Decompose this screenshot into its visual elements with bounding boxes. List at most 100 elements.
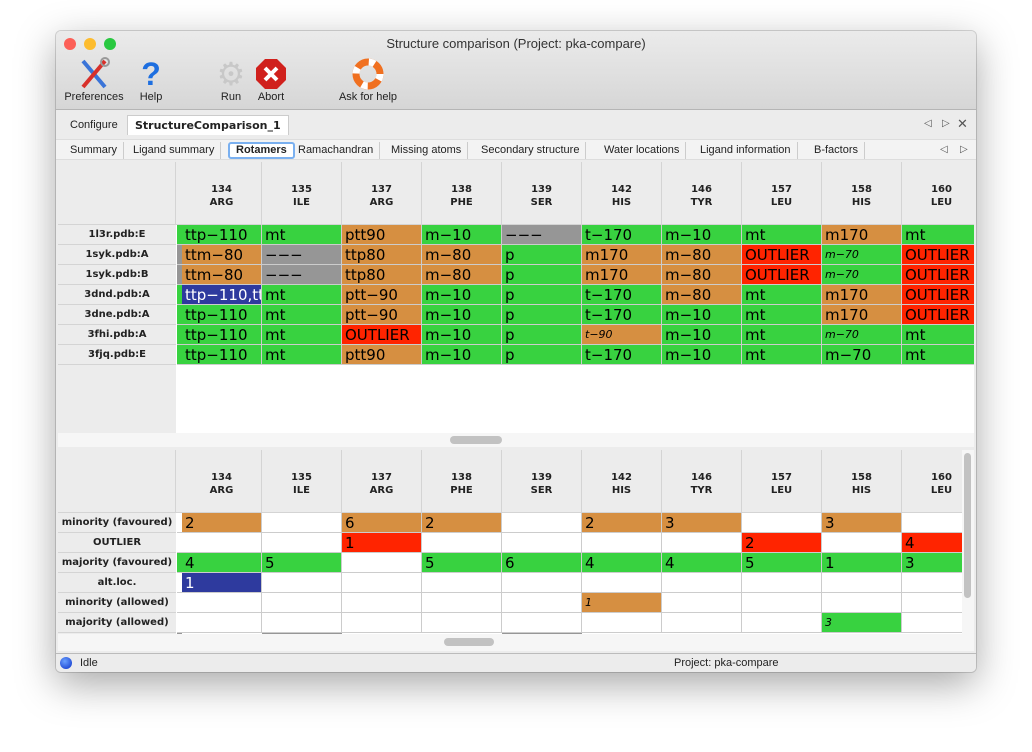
- table-cell[interactable]: [582, 613, 662, 633]
- table-cell[interactable]: m−80: [422, 265, 502, 285]
- column-header[interactable]: 135 ILE: [262, 162, 342, 225]
- table-cell[interactable]: [262, 513, 342, 533]
- row-header[interactable]: 3fjq.pdb:E: [58, 345, 176, 365]
- table-cell[interactable]: mt: [262, 345, 342, 365]
- row-header[interactable]: minority (allowed): [58, 593, 176, 613]
- table-cell[interactable]: p: [502, 345, 582, 365]
- minimize-window-button[interactable]: [84, 38, 96, 50]
- tab-structurecomparison[interactable]: StructureComparison_1: [127, 115, 289, 135]
- table-cell[interactable]: m−10: [662, 225, 742, 245]
- table-cell[interactable]: t−170: [582, 305, 662, 325]
- table-cell[interactable]: m−10: [422, 285, 502, 305]
- row-header[interactable]: 1l3r.pdb:E: [58, 225, 176, 245]
- table-cell[interactable]: ttp−110,ttt: [182, 285, 262, 305]
- table-cell[interactable]: OUTLIER: [742, 245, 822, 265]
- table-cell[interactable]: m−80: [662, 285, 742, 305]
- zoom-window-button[interactable]: [104, 38, 116, 50]
- table-cell[interactable]: t−90: [582, 325, 662, 345]
- table-cell[interactable]: p: [502, 265, 582, 285]
- ask-for-help-button[interactable]: Ask for help: [332, 57, 404, 103]
- table-cell[interactable]: 2: [742, 533, 822, 553]
- table-cell[interactable]: ttm−80: [182, 265, 262, 285]
- table-cell[interactable]: [742, 513, 822, 533]
- subtab-missing-atoms[interactable]: Missing atoms: [385, 142, 469, 159]
- table-cell[interactable]: [822, 573, 902, 593]
- column-header[interactable]: 157 LEU: [742, 162, 822, 225]
- table-cell[interactable]: 3: [822, 513, 902, 533]
- table-cell[interactable]: [742, 613, 822, 633]
- table-cell[interactable]: [262, 533, 342, 553]
- table-cell[interactable]: 2: [182, 513, 262, 533]
- preferences-button[interactable]: Preferences: [62, 57, 126, 103]
- column-header[interactable]: 135 ILE: [262, 450, 342, 513]
- table-cell[interactable]: m170: [822, 305, 902, 325]
- table-cell[interactable]: [662, 533, 742, 553]
- row-header[interactable]: 3fhi.pdb:A: [58, 325, 176, 345]
- table-cell[interactable]: [342, 553, 422, 573]
- table-cell[interactable]: t−170: [582, 345, 662, 365]
- table-cell[interactable]: 4: [582, 553, 662, 573]
- subtab-summary[interactable]: Summary: [64, 142, 125, 159]
- table-cell[interactable]: m−10: [422, 325, 502, 345]
- table-cell[interactable]: [902, 613, 962, 633]
- table-cell[interactable]: m−70: [822, 325, 902, 345]
- row-header[interactable]: 1syk.pdb:B: [58, 265, 176, 285]
- subtab-ligand-summary[interactable]: Ligand summary: [127, 142, 222, 159]
- column-header[interactable]: 157 LEU: [742, 450, 822, 513]
- column-header[interactable]: 138 PHE: [422, 450, 502, 513]
- table-cell[interactable]: mt: [262, 305, 342, 325]
- help-button[interactable]: ? Help: [134, 56, 168, 104]
- abort-button[interactable]: Abort: [252, 57, 290, 103]
- table-cell[interactable]: p: [502, 305, 582, 325]
- table-cell[interactable]: 3: [662, 513, 742, 533]
- table-cell[interactable]: [502, 613, 582, 633]
- column-header[interactable]: 137 ARG: [342, 162, 422, 225]
- bottom-vertical-scrollbar[interactable]: [962, 450, 974, 634]
- bottom-horizontal-scrollbar[interactable]: [58, 634, 974, 651]
- row-header[interactable]: 3dne.pdb:A: [58, 305, 176, 325]
- table-cell[interactable]: [662, 613, 742, 633]
- table-cell[interactable]: OUTLIER: [902, 285, 974, 305]
- table-cell[interactable]: t−170: [582, 225, 662, 245]
- column-header[interactable]: 146 TYR: [662, 450, 742, 513]
- column-header[interactable]: 142 HIS: [582, 162, 662, 225]
- table-cell[interactable]: m−80: [662, 265, 742, 285]
- table-cell[interactable]: [422, 593, 502, 613]
- table-cell[interactable]: 3: [902, 553, 962, 573]
- table-cell[interactable]: mt: [742, 305, 822, 325]
- table-cell[interactable]: OUTLIER: [902, 305, 974, 325]
- table-cell[interactable]: ttp−110: [182, 345, 262, 365]
- run-button[interactable]: ⚙ Run: [214, 56, 248, 103]
- table-cell[interactable]: 1: [182, 573, 262, 593]
- table-cell[interactable]: ttp−110: [182, 325, 262, 345]
- table-cell[interactable]: mt: [902, 325, 974, 345]
- close-window-button[interactable]: [64, 38, 76, 50]
- table-cell[interactable]: 5: [742, 553, 822, 573]
- tab-configure[interactable]: Configure: [70, 119, 118, 131]
- table-cell[interactable]: ttp−110: [182, 225, 262, 245]
- table-cell[interactable]: m170: [822, 285, 902, 305]
- table-cell[interactable]: 2: [422, 513, 502, 533]
- table-cell[interactable]: [902, 513, 962, 533]
- column-header[interactable]: 160 LEU: [902, 450, 962, 513]
- column-header[interactable]: 139 SER: [502, 450, 582, 513]
- table-cell[interactable]: 1: [582, 593, 662, 613]
- table-cell[interactable]: 6: [342, 513, 422, 533]
- column-header[interactable]: 137 ARG: [342, 450, 422, 513]
- scrollbar-thumb[interactable]: [450, 436, 502, 444]
- table-cell[interactable]: mt: [262, 285, 342, 305]
- table-cell[interactable]: 1: [342, 533, 422, 553]
- table-cell[interactable]: m−10: [422, 345, 502, 365]
- table-cell[interactable]: mt: [742, 285, 822, 305]
- table-cell[interactable]: [502, 573, 582, 593]
- subtab-water-locations[interactable]: Water locations: [598, 142, 687, 159]
- subtab-ligand-information[interactable]: Ligand information: [694, 142, 798, 159]
- table-cell[interactable]: [902, 573, 962, 593]
- table-cell[interactable]: 4: [662, 553, 742, 573]
- table-cell[interactable]: 2: [582, 513, 662, 533]
- table-cell[interactable]: t−170: [582, 285, 662, 305]
- table-cell[interactable]: ttm−80: [182, 245, 262, 265]
- row-header[interactable]: majority (allowed): [58, 613, 176, 633]
- table-cell[interactable]: −−−: [262, 265, 342, 285]
- row-header[interactable]: majority (favoured): [58, 553, 176, 573]
